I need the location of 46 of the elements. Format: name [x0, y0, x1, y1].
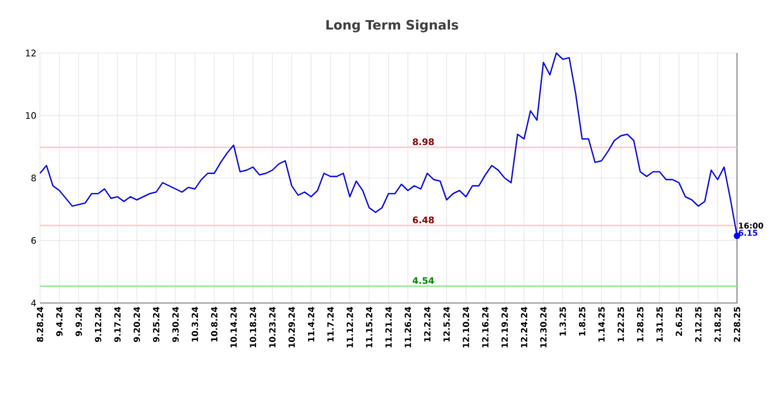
x-tick-label: 1.31.25 — [656, 307, 663, 342]
x-tick-label: 10.8.24 — [211, 306, 218, 342]
x-tick-label: 9.25.24 — [152, 306, 160, 342]
x-tick-label: 2.28.25 — [734, 307, 740, 342]
x-tick-label: 11.4.24 — [308, 306, 314, 342]
x-tick-label: 1.14.25 — [598, 307, 605, 342]
x-tick-label: 1.22.25 — [618, 307, 624, 342]
y-tick-label: 6 — [31, 237, 36, 244]
x-tick-label: 11.12.24 — [346, 306, 353, 348]
ref-line-label: 4.54 — [412, 277, 434, 284]
x-tick-label: 9.20.24 — [134, 306, 140, 342]
x-tick-label: 12.16.24 — [482, 306, 489, 348]
x-tick-label: 11.7.24 — [327, 306, 334, 342]
y-tick-label: 12 — [26, 50, 36, 56]
x-tick-label: 9.30.24 — [172, 306, 179, 342]
x-tick-label: 9.12.24 — [94, 306, 102, 342]
y-tick-label: 8 — [31, 174, 36, 182]
ref-line-label: 6.48 — [412, 216, 434, 224]
x-tick-label: 2.18.25 — [714, 307, 721, 342]
x-tick-label: 10.18.24 — [250, 306, 256, 348]
x-tick-label: 9.4.24 — [56, 306, 63, 336]
x-tick-label: 11.26.24 — [404, 306, 412, 348]
x-tick-label: 12.10.24 — [462, 306, 470, 348]
x-tick-label: 9.17.24 — [114, 306, 121, 342]
x-tick-label: 10.23.24 — [269, 306, 276, 348]
x-tick-label: 12.5.24 — [443, 306, 450, 342]
x-tick-label: 2.12.25 — [695, 307, 702, 342]
x-tick-label: 10.14.24 — [230, 306, 237, 348]
x-tick-label: 12.19.24 — [501, 306, 508, 348]
x-tick-label: 10.29.24 — [288, 306, 295, 348]
x-tick-label: 1.3.25 — [560, 307, 566, 336]
x-tick-label: 12.30.24 — [540, 306, 547, 348]
y-tick-label: 4 — [31, 300, 36, 306]
chart-title: Long Term Signals — [326, 20, 458, 32]
x-tick-label: 1.8.25 — [578, 307, 586, 336]
x-tick-label: 12.24.24 — [520, 306, 528, 348]
x-tick-label: 2.6.25 — [676, 307, 682, 336]
y-tick-label: 10 — [26, 112, 36, 119]
x-tick-label: 10.3.24 — [192, 306, 198, 342]
ref-line-label: 8.98 — [412, 138, 434, 146]
x-tick-label: 12.2.24 — [424, 306, 430, 342]
x-tick-label: 1.28.25 — [637, 307, 644, 342]
x-tick-label: 9.9.24 — [76, 306, 82, 336]
x-tick-label: 8.28.24 — [36, 306, 44, 342]
x-tick-label: 11.15.24 — [366, 306, 372, 348]
x-tick-label: 11.21.24 — [385, 306, 392, 348]
